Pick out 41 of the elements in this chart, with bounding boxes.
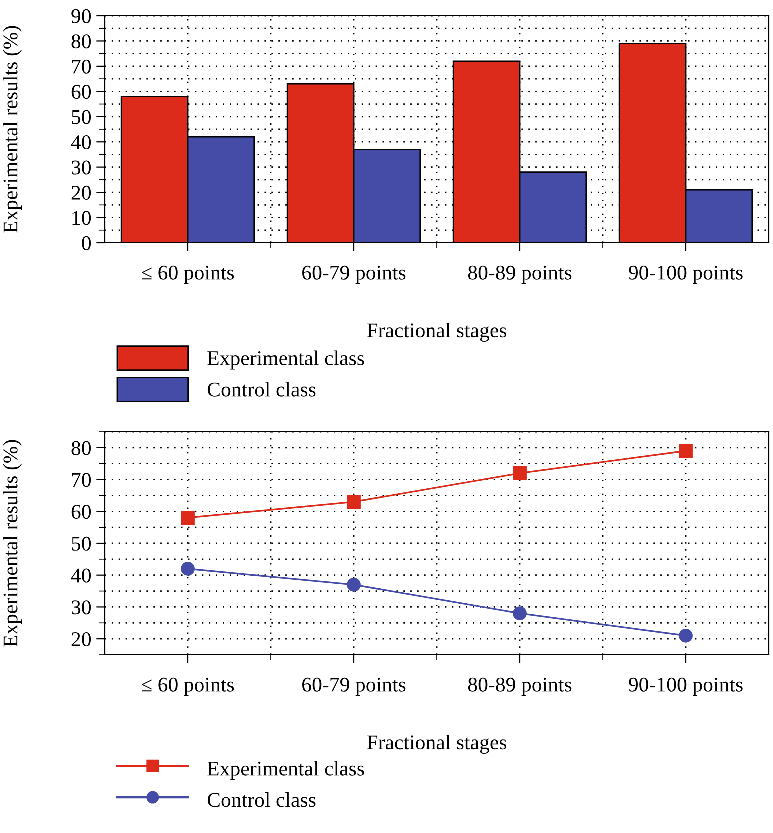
y-tick-label: 80 [72,441,92,456]
x-tick-label: ≤ 60 points [142,266,234,284]
y-axis-title: Experimental results (%) [3,440,22,648]
x-axis-title: Fractional stages [367,323,507,342]
x-tick-label: 90-100 points [629,266,743,284]
point [347,495,361,510]
point [513,606,527,621]
x-tick-label: 90-100 points [629,678,743,696]
point [181,511,195,525]
y-tick-label: 70 [72,60,92,74]
legend-label: Control class [208,382,316,397]
y-tick-label: 20 [72,632,92,647]
y-tick-label: 50 [72,110,92,124]
y-tick-label: 90 [72,9,92,24]
legend-label: Experimental class [208,350,364,370]
legend-label: Control class [208,792,316,808]
y-tick-label: 80 [72,34,92,49]
point [181,562,195,576]
x-tick-label: 60-79 points [302,678,406,696]
x-axis-title: Fractional stages [367,735,507,754]
point [679,628,693,643]
x-tick-label: 80-89 points [468,266,572,284]
y-tick-label: 50 [72,536,92,551]
y-tick-label: 40 [71,135,92,150]
y-tick-label: 70 [72,473,92,488]
y-axis-title: Experimental results (%) [3,26,22,234]
y-tick-label: 10 [72,211,92,226]
y-tick-label: 40 [71,568,92,583]
y-tick-label: 0 [82,236,92,250]
x-tick-label: 80-89 points [468,678,572,696]
point [679,444,693,458]
x-tick-label: 60-79 points [302,266,406,284]
legend-label: Experimental class [208,761,364,780]
y-tick-label: 30 [72,160,92,175]
y-tick-label: 60 [72,85,92,100]
point [347,578,361,592]
point [513,466,527,480]
y-tick-label: 30 [72,600,92,615]
y-tick-label: 20 [72,186,92,200]
x-tick-label: ≤ 60 points [142,678,234,696]
y-tick-label: 60 [72,505,92,520]
